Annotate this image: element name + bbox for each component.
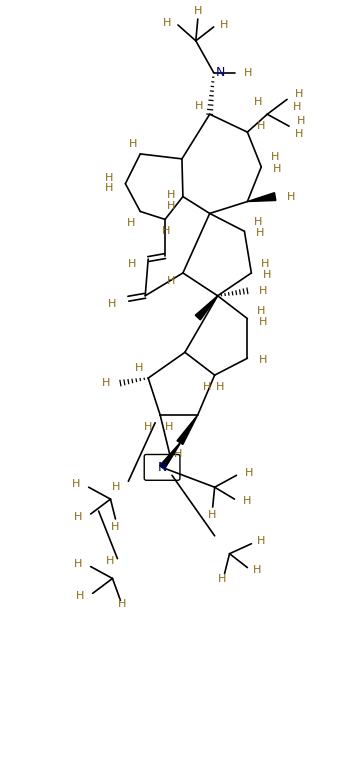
Text: H: H bbox=[75, 512, 83, 522]
Text: H: H bbox=[105, 173, 114, 183]
Text: H: H bbox=[244, 67, 252, 77]
Text: H: H bbox=[135, 363, 143, 373]
Text: H: H bbox=[144, 421, 152, 432]
Text: H: H bbox=[256, 228, 265, 239]
Text: H: H bbox=[273, 163, 282, 174]
Text: H: H bbox=[259, 355, 268, 365]
Text: H: H bbox=[194, 6, 202, 16]
Text: H: H bbox=[271, 152, 279, 162]
Text: H: H bbox=[257, 306, 266, 316]
Text: H: H bbox=[127, 218, 135, 228]
Text: H: H bbox=[244, 468, 253, 479]
Text: H: H bbox=[253, 565, 262, 575]
Text: H: H bbox=[112, 482, 120, 492]
Text: H: H bbox=[293, 102, 302, 113]
Text: H: H bbox=[118, 599, 127, 609]
Text: H: H bbox=[128, 259, 136, 269]
Text: H: H bbox=[287, 192, 295, 202]
Text: H: H bbox=[220, 20, 228, 30]
Polygon shape bbox=[247, 192, 276, 202]
Polygon shape bbox=[177, 414, 198, 444]
Text: H: H bbox=[263, 270, 272, 280]
Text: H: H bbox=[129, 139, 137, 149]
Text: H: H bbox=[297, 117, 305, 126]
Text: H: H bbox=[102, 378, 110, 388]
Text: H: H bbox=[257, 121, 266, 131]
Text: H: H bbox=[215, 382, 224, 392]
Text: H: H bbox=[195, 102, 204, 111]
Text: H: H bbox=[167, 189, 175, 199]
Text: H: H bbox=[167, 202, 175, 211]
Text: H: H bbox=[254, 217, 263, 228]
Text: H: H bbox=[75, 558, 83, 569]
Text: H: H bbox=[165, 421, 174, 432]
Polygon shape bbox=[160, 440, 182, 469]
Text: H: H bbox=[106, 556, 115, 565]
Polygon shape bbox=[195, 296, 218, 320]
Text: H: H bbox=[243, 496, 251, 506]
Text: N: N bbox=[157, 461, 167, 474]
Text: N: N bbox=[216, 66, 225, 79]
Text: H: H bbox=[295, 89, 303, 99]
Text: H: H bbox=[162, 18, 171, 28]
Text: H: H bbox=[261, 259, 270, 269]
Text: H: H bbox=[174, 450, 182, 460]
Text: H: H bbox=[162, 226, 170, 236]
Text: H: H bbox=[259, 285, 268, 296]
Text: H: H bbox=[257, 536, 266, 546]
FancyBboxPatch shape bbox=[144, 454, 180, 480]
Text: H: H bbox=[295, 129, 303, 139]
Text: H: H bbox=[76, 591, 85, 601]
Text: H: H bbox=[217, 575, 226, 584]
Text: H: H bbox=[111, 522, 120, 532]
Text: H: H bbox=[207, 510, 216, 520]
Text: H: H bbox=[167, 276, 175, 286]
Text: H: H bbox=[72, 479, 81, 490]
Text: H: H bbox=[254, 97, 262, 107]
Text: H: H bbox=[259, 317, 268, 327]
Text: H: H bbox=[105, 183, 114, 192]
Text: H: H bbox=[203, 382, 211, 392]
Text: H: H bbox=[108, 299, 117, 309]
